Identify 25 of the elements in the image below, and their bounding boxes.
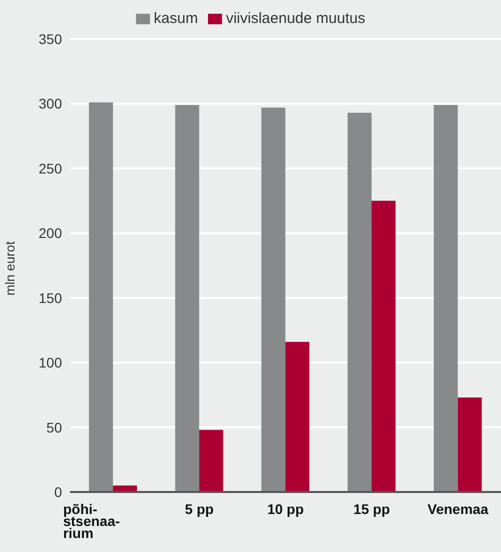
bar — [372, 200, 396, 492]
y-tick-label: 350 — [38, 30, 62, 47]
legend-label: kasum — [154, 10, 198, 27]
bar — [348, 112, 372, 492]
y-axis-title: mln eurot — [2, 240, 18, 296]
x-tick-label: 10 pp — [267, 501, 304, 517]
bar — [458, 398, 482, 492]
y-tick-label: 250 — [38, 160, 62, 176]
legend-label: viivislaenude muutus — [226, 10, 366, 27]
y-tick-label: 300 — [38, 96, 62, 112]
y-tick-label: 0 — [54, 484, 62, 500]
y-tick-label: 200 — [38, 225, 62, 242]
x-tick-label: põhi-stsenaa-rium — [63, 501, 120, 541]
x-tick-label: Venemaa — [428, 501, 488, 517]
y-tick-label: 50 — [46, 419, 62, 436]
bar — [285, 342, 310, 492]
y-tick-label: 100 — [38, 354, 62, 371]
bar — [88, 102, 113, 492]
y-tick-label: 150 — [38, 290, 62, 306]
bar — [199, 430, 224, 492]
bar — [434, 105, 458, 492]
x-tick-label: 5 pp — [184, 501, 214, 517]
bar — [175, 105, 200, 492]
bar — [261, 108, 286, 492]
x-tick-label: 15 pp — [353, 501, 390, 517]
